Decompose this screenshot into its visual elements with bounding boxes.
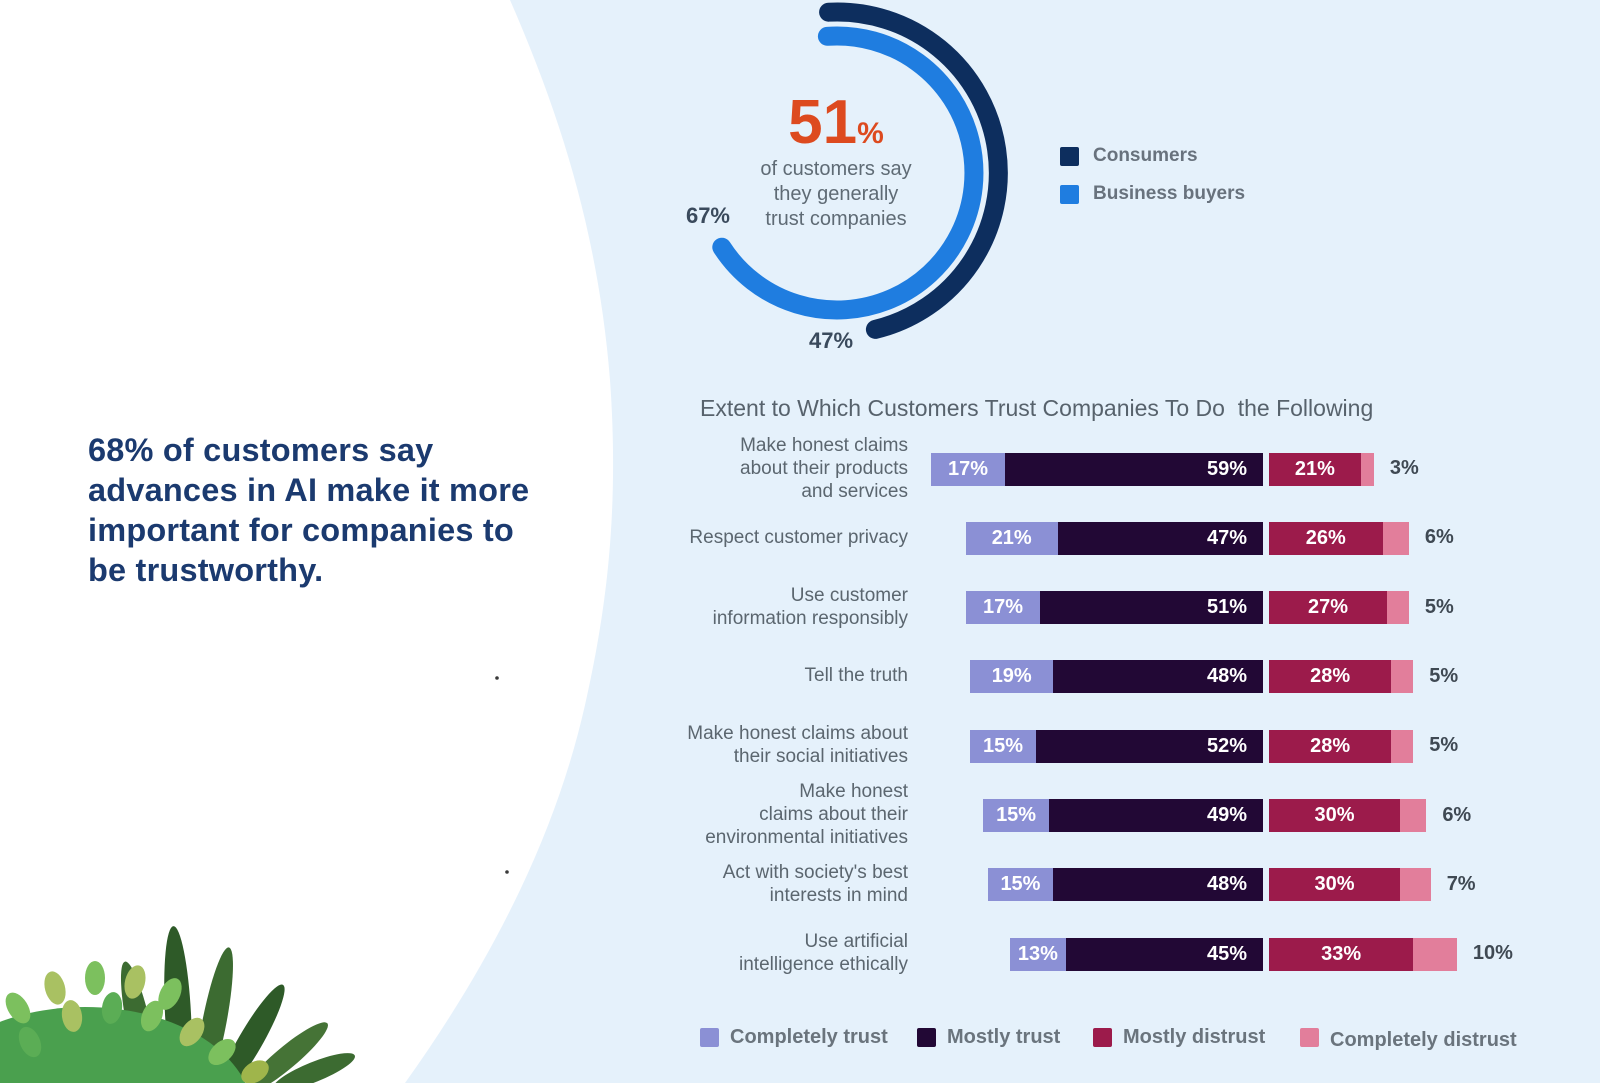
segment-completely-trust: 19% xyxy=(970,660,1054,694)
completely-distrust-value-label: 7% xyxy=(1446,872,1476,895)
segment-mostly-trust: 59% xyxy=(1005,452,1263,486)
category-label-line: Act with society's best xyxy=(722,861,908,883)
segment-completely-trust: 15% xyxy=(983,799,1049,832)
category-label: Respect customer privacy xyxy=(528,526,908,549)
category-label-line: Make honest xyxy=(799,781,908,802)
segment-mostly-trust: 48% xyxy=(1053,868,1263,902)
segment-mostly-distrust: 21% xyxy=(1269,452,1361,486)
category-label-line: about their products xyxy=(740,457,908,479)
category-label: Act with society's best interests in mind xyxy=(528,861,908,907)
legend-item-label: Mostly distrust xyxy=(1123,1026,1266,1048)
segment-mostly-trust: 45% xyxy=(1066,937,1263,971)
legend-item-label: Consumers xyxy=(1093,145,1198,166)
category-label: Use artificial intelligence ethically xyxy=(528,930,908,976)
gauge-center-value: 51% xyxy=(716,92,956,167)
segment-mostly-distrust: 28% xyxy=(1269,729,1392,763)
bar-chart-title: Extent to Which Customers Trust Companie… xyxy=(700,395,1374,421)
segment-completely-distrust xyxy=(1413,937,1457,971)
completely-distrust-value-label: 5% xyxy=(1429,734,1459,757)
segment-completely-distrust xyxy=(1386,591,1409,625)
segment-completely-distrust xyxy=(1391,660,1414,694)
category-label: Make honest claims about their products an… xyxy=(528,434,908,503)
category-label-line: their social initiatives xyxy=(733,746,908,768)
category-label-line: Tell the truth xyxy=(804,665,909,687)
category-label-line: and services xyxy=(801,480,908,502)
legend-swatch xyxy=(1060,146,1079,166)
legend-swatch xyxy=(1093,1028,1112,1047)
category-label-line: Use customer xyxy=(790,584,908,606)
category-label: Make honest claims about their environment… xyxy=(528,780,908,849)
completely-distrust-value-label: 10% xyxy=(1472,942,1513,965)
segment-completely-distrust xyxy=(1360,452,1374,486)
completely-distrust-value-label: 3% xyxy=(1389,457,1419,479)
segment-mostly-trust: 48% xyxy=(1053,660,1263,694)
headline-line: advances in AI make it more xyxy=(88,472,530,508)
segment-mostly-distrust: 28% xyxy=(1269,660,1392,694)
category-label: Use customer information responsibly xyxy=(528,584,908,630)
category-label-line: environmental initiatives xyxy=(705,827,908,848)
segment-completely-distrust xyxy=(1400,868,1431,902)
segment-mostly-trust: 51% xyxy=(1040,591,1263,625)
gauge-caption-line: they generally xyxy=(773,183,899,205)
headline-line: important for companies to xyxy=(88,512,514,548)
gauge-center-caption: of customers say they generally trust comp… xyxy=(716,157,956,232)
legend-swatch xyxy=(1300,1028,1319,1047)
gauge-caption-line: of customers say xyxy=(760,158,912,180)
category-label-line: intelligence ethically xyxy=(739,954,908,976)
category-label-line: Use artificial xyxy=(804,931,908,953)
segment-completely-trust: 21% xyxy=(965,521,1058,555)
legend-swatch xyxy=(917,1028,936,1047)
segment-mostly-distrust: 26% xyxy=(1269,521,1383,555)
legend-item-label: Completely distrust xyxy=(1330,1029,1517,1051)
category-label-line: Make honest claims about xyxy=(687,723,908,745)
gauge-legend: Consumers Business buyers xyxy=(1060,145,1245,205)
gauge-center-number: 51 xyxy=(788,88,858,157)
segment-completely-distrust xyxy=(1391,729,1414,763)
segment-completely-distrust xyxy=(1400,799,1427,832)
headline-line: 68% of customers say xyxy=(88,432,434,468)
gauge-center-unit: % xyxy=(857,117,884,150)
category-label-line: information responsibly xyxy=(712,607,908,629)
legend-swatch xyxy=(700,1028,719,1047)
gauge-caption-line: trust companies xyxy=(765,208,907,230)
legend-item: Consumers xyxy=(1060,145,1245,167)
completely-distrust-value-label: 5% xyxy=(1429,664,1459,687)
completely-distrust-value-label: 5% xyxy=(1424,595,1454,618)
completely-distrust-value-label: 6% xyxy=(1442,803,1472,826)
consumers-arc-label: 47% xyxy=(808,328,854,353)
headline-line: be trustworthy. xyxy=(88,552,324,588)
legend-swatch xyxy=(1060,184,1079,204)
segment-completely-trust: 17% xyxy=(930,452,1006,486)
completely-distrust-value-label: 6% xyxy=(1424,526,1454,549)
segment-mostly-trust: 49% xyxy=(1048,799,1263,832)
segment-mostly-distrust: 30% xyxy=(1269,799,1401,832)
legend-item-label: Business buyers xyxy=(1093,183,1246,204)
segment-mostly-distrust: 30% xyxy=(1269,868,1401,902)
category-label-line: claims about their xyxy=(759,804,908,825)
segment-mostly-distrust: 27% xyxy=(1269,591,1387,625)
headline: 68% of customers say advances in AI make … xyxy=(88,430,588,590)
category-label-line: interests in mind xyxy=(769,884,908,906)
segment-completely-trust: 15% xyxy=(987,868,1054,902)
segment-completely-trust: 15% xyxy=(970,729,1036,763)
business-buyers-arc-label: 67% xyxy=(685,203,730,228)
legend-item: Business buyers xyxy=(1060,183,1245,205)
segment-mostly-distrust: 33% xyxy=(1269,937,1414,971)
segment-completely-trust: 13% xyxy=(1009,937,1067,971)
segment-completely-distrust xyxy=(1382,521,1409,555)
category-label: Make honest claims about their social ini… xyxy=(528,722,908,768)
segment-completely-trust: 17% xyxy=(965,591,1041,625)
category-label-line: Respect customer privacy xyxy=(689,526,908,548)
category-label-line: Make honest claims xyxy=(740,434,908,456)
legend-item-label: Completely trust xyxy=(730,1026,888,1048)
legend-item-label: Mostly trust xyxy=(947,1026,1061,1048)
category-label: Tell the truth xyxy=(528,664,909,687)
segment-mostly-trust: 47% xyxy=(1057,521,1263,555)
segment-mostly-trust: 52% xyxy=(1035,729,1263,763)
